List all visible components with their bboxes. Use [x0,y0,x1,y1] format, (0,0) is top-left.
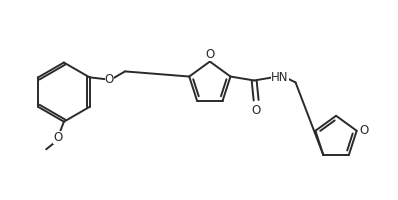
Text: O: O [252,104,261,117]
Text: O: O [105,73,114,86]
Text: HN: HN [271,71,289,84]
Text: O: O [205,48,215,61]
Text: O: O [53,131,62,144]
Text: O: O [360,124,369,137]
